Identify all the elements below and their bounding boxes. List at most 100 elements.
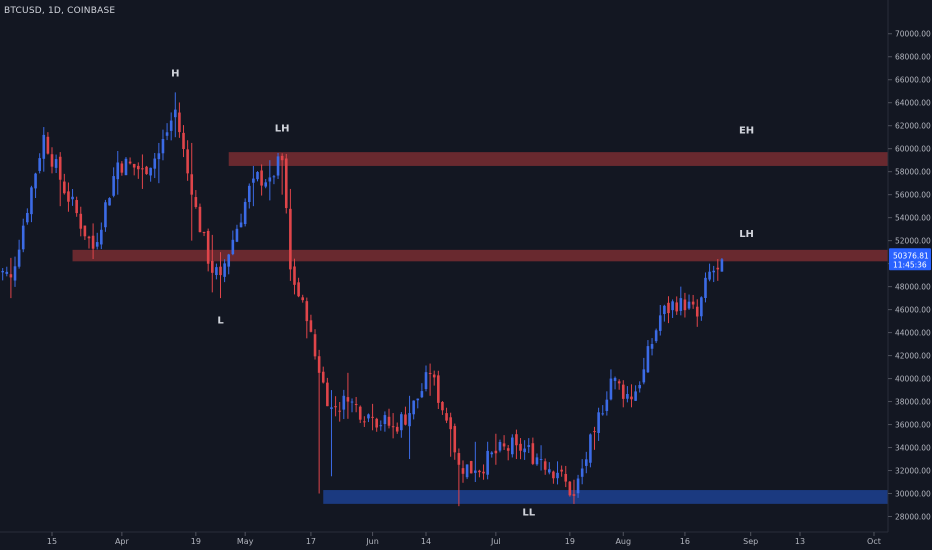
price-tick-label: 36000.00 — [895, 421, 931, 430]
candle-body — [371, 416, 374, 418]
candle-body — [568, 481, 572, 496]
candle-body — [589, 434, 592, 463]
candle-body — [654, 330, 658, 342]
resistance-zone — [72, 249, 889, 262]
candle-body — [708, 271, 711, 280]
candle-body — [363, 421, 366, 423]
pattern-label: EH — [739, 126, 754, 137]
candle-body — [469, 461, 473, 474]
candle-body — [584, 459, 588, 466]
price-tick-label: 28000.00 — [895, 513, 931, 522]
zones-layer — [72, 152, 889, 504]
candle-body — [38, 158, 41, 171]
price-tick-label: 68000.00 — [895, 53, 931, 62]
candle-body — [71, 196, 74, 200]
candle-body — [617, 381, 621, 384]
price-tick-label: 34000.00 — [895, 444, 931, 453]
time-tick-label: May — [237, 537, 254, 546]
candle-body — [638, 384, 642, 389]
price-tick-label: 44000.00 — [895, 329, 931, 338]
price-tick-label: 56000.00 — [895, 191, 931, 200]
candle-body — [67, 191, 70, 202]
candle-body — [527, 445, 531, 447]
annotations-layer: H LH L EH LH LL — [171, 68, 754, 518]
candle-body — [523, 448, 526, 453]
candle-body — [441, 401, 444, 411]
candle-body — [272, 176, 276, 178]
candle-body — [379, 425, 383, 427]
candle-body — [326, 382, 329, 407]
candle-body — [498, 441, 502, 451]
candle-body — [202, 232, 206, 234]
candle-body — [515, 434, 518, 446]
candle-body — [482, 471, 485, 474]
candle-body — [194, 197, 198, 208]
time-tick-label: 19 — [191, 537, 201, 546]
candle-body — [161, 139, 165, 154]
candle-body — [17, 249, 21, 267]
time-tick-label: 13 — [795, 537, 805, 546]
candle-body — [34, 173, 37, 189]
candle-body — [387, 416, 391, 426]
candle-body — [276, 156, 280, 176]
candle-body — [338, 410, 341, 412]
candle-body — [252, 178, 255, 183]
candle-body — [716, 267, 720, 270]
pattern-label: LH — [739, 229, 754, 240]
candle-body — [658, 315, 662, 331]
candle-body — [663, 305, 666, 315]
candle-body — [149, 167, 152, 176]
pattern-label: L — [217, 315, 224, 326]
candle-body — [704, 277, 707, 298]
symbol-title[interactable]: BTCUSD, 1D, COINBASE — [4, 6, 116, 16]
candle-body — [26, 212, 29, 223]
candle-body — [358, 406, 362, 420]
candle-body — [21, 225, 25, 250]
candle-body — [219, 266, 222, 276]
candle-body — [235, 228, 239, 242]
candle-body — [87, 236, 91, 239]
candle-body — [354, 404, 358, 406]
candle-body — [609, 378, 613, 400]
candle-body — [100, 229, 103, 245]
candle-body — [683, 299, 687, 311]
candle-body — [416, 398, 420, 401]
candle-body — [182, 132, 185, 149]
time-tick-label: Apr — [115, 537, 130, 546]
candle-body — [691, 301, 695, 305]
pattern-label: LH — [275, 123, 290, 134]
candle-body — [42, 134, 46, 159]
time-axis[interactable]: 15 Apr 19 May 17 Jun 14 Jul 19 Aug 16 Sep 13 Oct — [0, 531, 888, 546]
pattern-label: H — [171, 68, 179, 79]
candle-body — [519, 443, 522, 451]
candle-body — [215, 267, 218, 276]
candle-body — [330, 407, 333, 409]
candle-body — [383, 415, 387, 425]
candle-body — [502, 443, 506, 447]
candle-body — [506, 448, 510, 451]
candle-body — [400, 414, 403, 431]
candle-body — [112, 176, 115, 196]
price-tick-label: 54000.00 — [895, 214, 931, 223]
candle-body — [260, 170, 263, 186]
candle-body — [317, 356, 321, 373]
candle-body — [141, 168, 144, 170]
candle-body — [165, 132, 169, 136]
candle-body — [334, 406, 337, 408]
candle-body — [613, 377, 617, 381]
candle-body — [412, 400, 415, 415]
candle-body — [173, 109, 177, 118]
candle-body — [289, 208, 292, 270]
candle-body — [243, 201, 247, 225]
candle-body — [679, 298, 683, 311]
candle-body — [478, 470, 481, 473]
pattern-label: LL — [522, 507, 535, 518]
candle-body — [75, 200, 78, 214]
candle-body — [531, 443, 535, 464]
candle-body — [13, 266, 17, 281]
price-tick-label: 40000.00 — [895, 375, 931, 384]
candle-body — [91, 235, 95, 249]
